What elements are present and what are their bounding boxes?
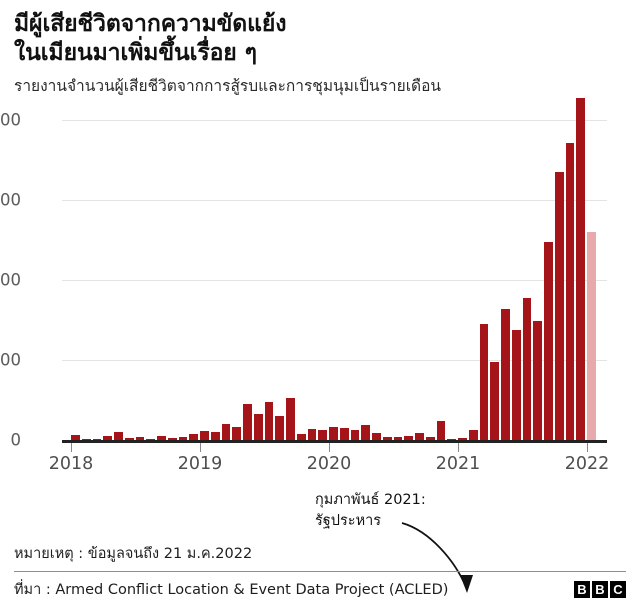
- bar: [232, 427, 241, 441]
- y-axis-tick-label: 0: [10, 430, 22, 450]
- x-axis-tick-label: 2021: [435, 454, 481, 475]
- chart-footer: หมายเหตุ : ข้อมูลจนถึง 21 ม.ค.2022 ที่มา…: [0, 542, 640, 610]
- x-axis-baseline: [62, 440, 607, 444]
- x-axis-tick: [200, 443, 201, 453]
- bbc-logo-letter-3: C: [610, 581, 626, 598]
- bar: [393, 436, 403, 441]
- bbc-logo-letter-1: B: [574, 581, 590, 598]
- bar: [296, 433, 306, 441]
- coup-annotation: กุมภาพันธ์ 2021: รัฐประหาร: [315, 490, 426, 531]
- bar: [329, 427, 338, 441]
- bar: [103, 435, 112, 441]
- data-note: หมายเหตุ : ข้อมูลจนถึง 21 ม.ค.2022: [14, 546, 253, 562]
- bar: [135, 436, 145, 441]
- x-axis-tick: [458, 443, 459, 453]
- y-axis-tick-label: 1,500: [0, 190, 21, 210]
- headline-line-2: ในเมียนมาเพิ่มขึ้นเรื่อย ๆ: [14, 40, 257, 67]
- x-axis-tick-label: 2020: [306, 454, 352, 475]
- bar: [511, 329, 521, 441]
- bar: [307, 428, 317, 441]
- bar: [286, 397, 295, 441]
- bar: [458, 438, 467, 441]
- bar: [264, 401, 274, 441]
- annotation-line-2: รัฐประหาร: [315, 512, 382, 529]
- bar: [576, 98, 585, 441]
- bar: [221, 424, 231, 441]
- bar: [382, 436, 392, 441]
- bar: [404, 436, 413, 441]
- y-axis-tick-label: 500: [0, 350, 21, 370]
- bar: [114, 432, 123, 441]
- bar: [372, 432, 381, 441]
- x-axis-tick: [587, 443, 588, 453]
- bar: [468, 430, 478, 441]
- bar-chart: 05001,0001,5002,00020182019202020212022 …: [0, 98, 640, 594]
- bar: [533, 320, 542, 441]
- bar: [157, 435, 166, 441]
- chart-header: มีผู้เสียชีวิตจากความขัดแย้ง ในเมียนมาเพ…: [0, 0, 640, 96]
- x-axis-tick-label: 2019: [177, 454, 223, 475]
- bbc-logo: B B C: [574, 581, 626, 598]
- x-axis-tick-label: 2022: [564, 454, 610, 475]
- bar: [71, 435, 80, 441]
- bar: [178, 437, 188, 441]
- bar: [210, 432, 220, 441]
- page-title: มีผู้เสียชีวิตจากความขัดแย้ง ในเมียนมาเพ…: [14, 10, 626, 69]
- bar: [522, 297, 532, 441]
- bar: [124, 438, 134, 441]
- bar: [189, 433, 198, 441]
- bar: [92, 438, 102, 441]
- gridline: [62, 200, 607, 202]
- bar: [425, 436, 435, 441]
- bar: [275, 416, 284, 441]
- bar: [587, 232, 596, 441]
- bar: [200, 431, 209, 441]
- x-axis-tick: [329, 443, 330, 453]
- bar: [167, 437, 177, 441]
- bar: [501, 308, 510, 441]
- headline-line-1: มีผู้เสียชีวิตจากความขัดแย้ง: [14, 11, 287, 37]
- bar: [318, 430, 327, 441]
- source-text: ที่มา : Armed Conflict Location & Event …: [14, 582, 449, 598]
- bar: [554, 172, 564, 441]
- y-axis-tick-label: 2,000: [0, 110, 21, 130]
- bar: [350, 430, 360, 441]
- y-axis-tick-label: 1,000: [0, 270, 21, 290]
- chart-subtitle: รายงานจำนวนผู้เสียชีวิตจากการสู้รบและการ…: [14, 76, 441, 95]
- gridline: [62, 360, 607, 362]
- bbc-logo-letter-2: B: [592, 581, 608, 598]
- bar: [253, 414, 263, 441]
- footer-divider: [14, 571, 626, 572]
- bar: [544, 242, 553, 441]
- source-row: ที่มา : Armed Conflict Location & Event …: [0, 572, 640, 610]
- bar: [146, 438, 155, 441]
- bar: [447, 438, 456, 441]
- x-axis-tick-label: 2018: [48, 454, 94, 475]
- bar: [415, 432, 424, 441]
- bar: [565, 143, 575, 441]
- bar: [479, 324, 489, 441]
- bar: [361, 424, 370, 441]
- x-axis-tick: [71, 443, 72, 453]
- annotation-line-1: กุมภาพันธ์ 2021:: [315, 492, 426, 509]
- bar: [81, 438, 91, 441]
- bar: [243, 404, 252, 441]
- gridline: [62, 280, 607, 282]
- plot-area: 0 500 1,000 1,500 2,000 2018 2019 2020 2021 2022: [0, 98, 610, 600]
- bar: [436, 420, 446, 441]
- bar: [490, 361, 499, 441]
- gridline: [62, 120, 607, 122]
- bar: [339, 428, 349, 441]
